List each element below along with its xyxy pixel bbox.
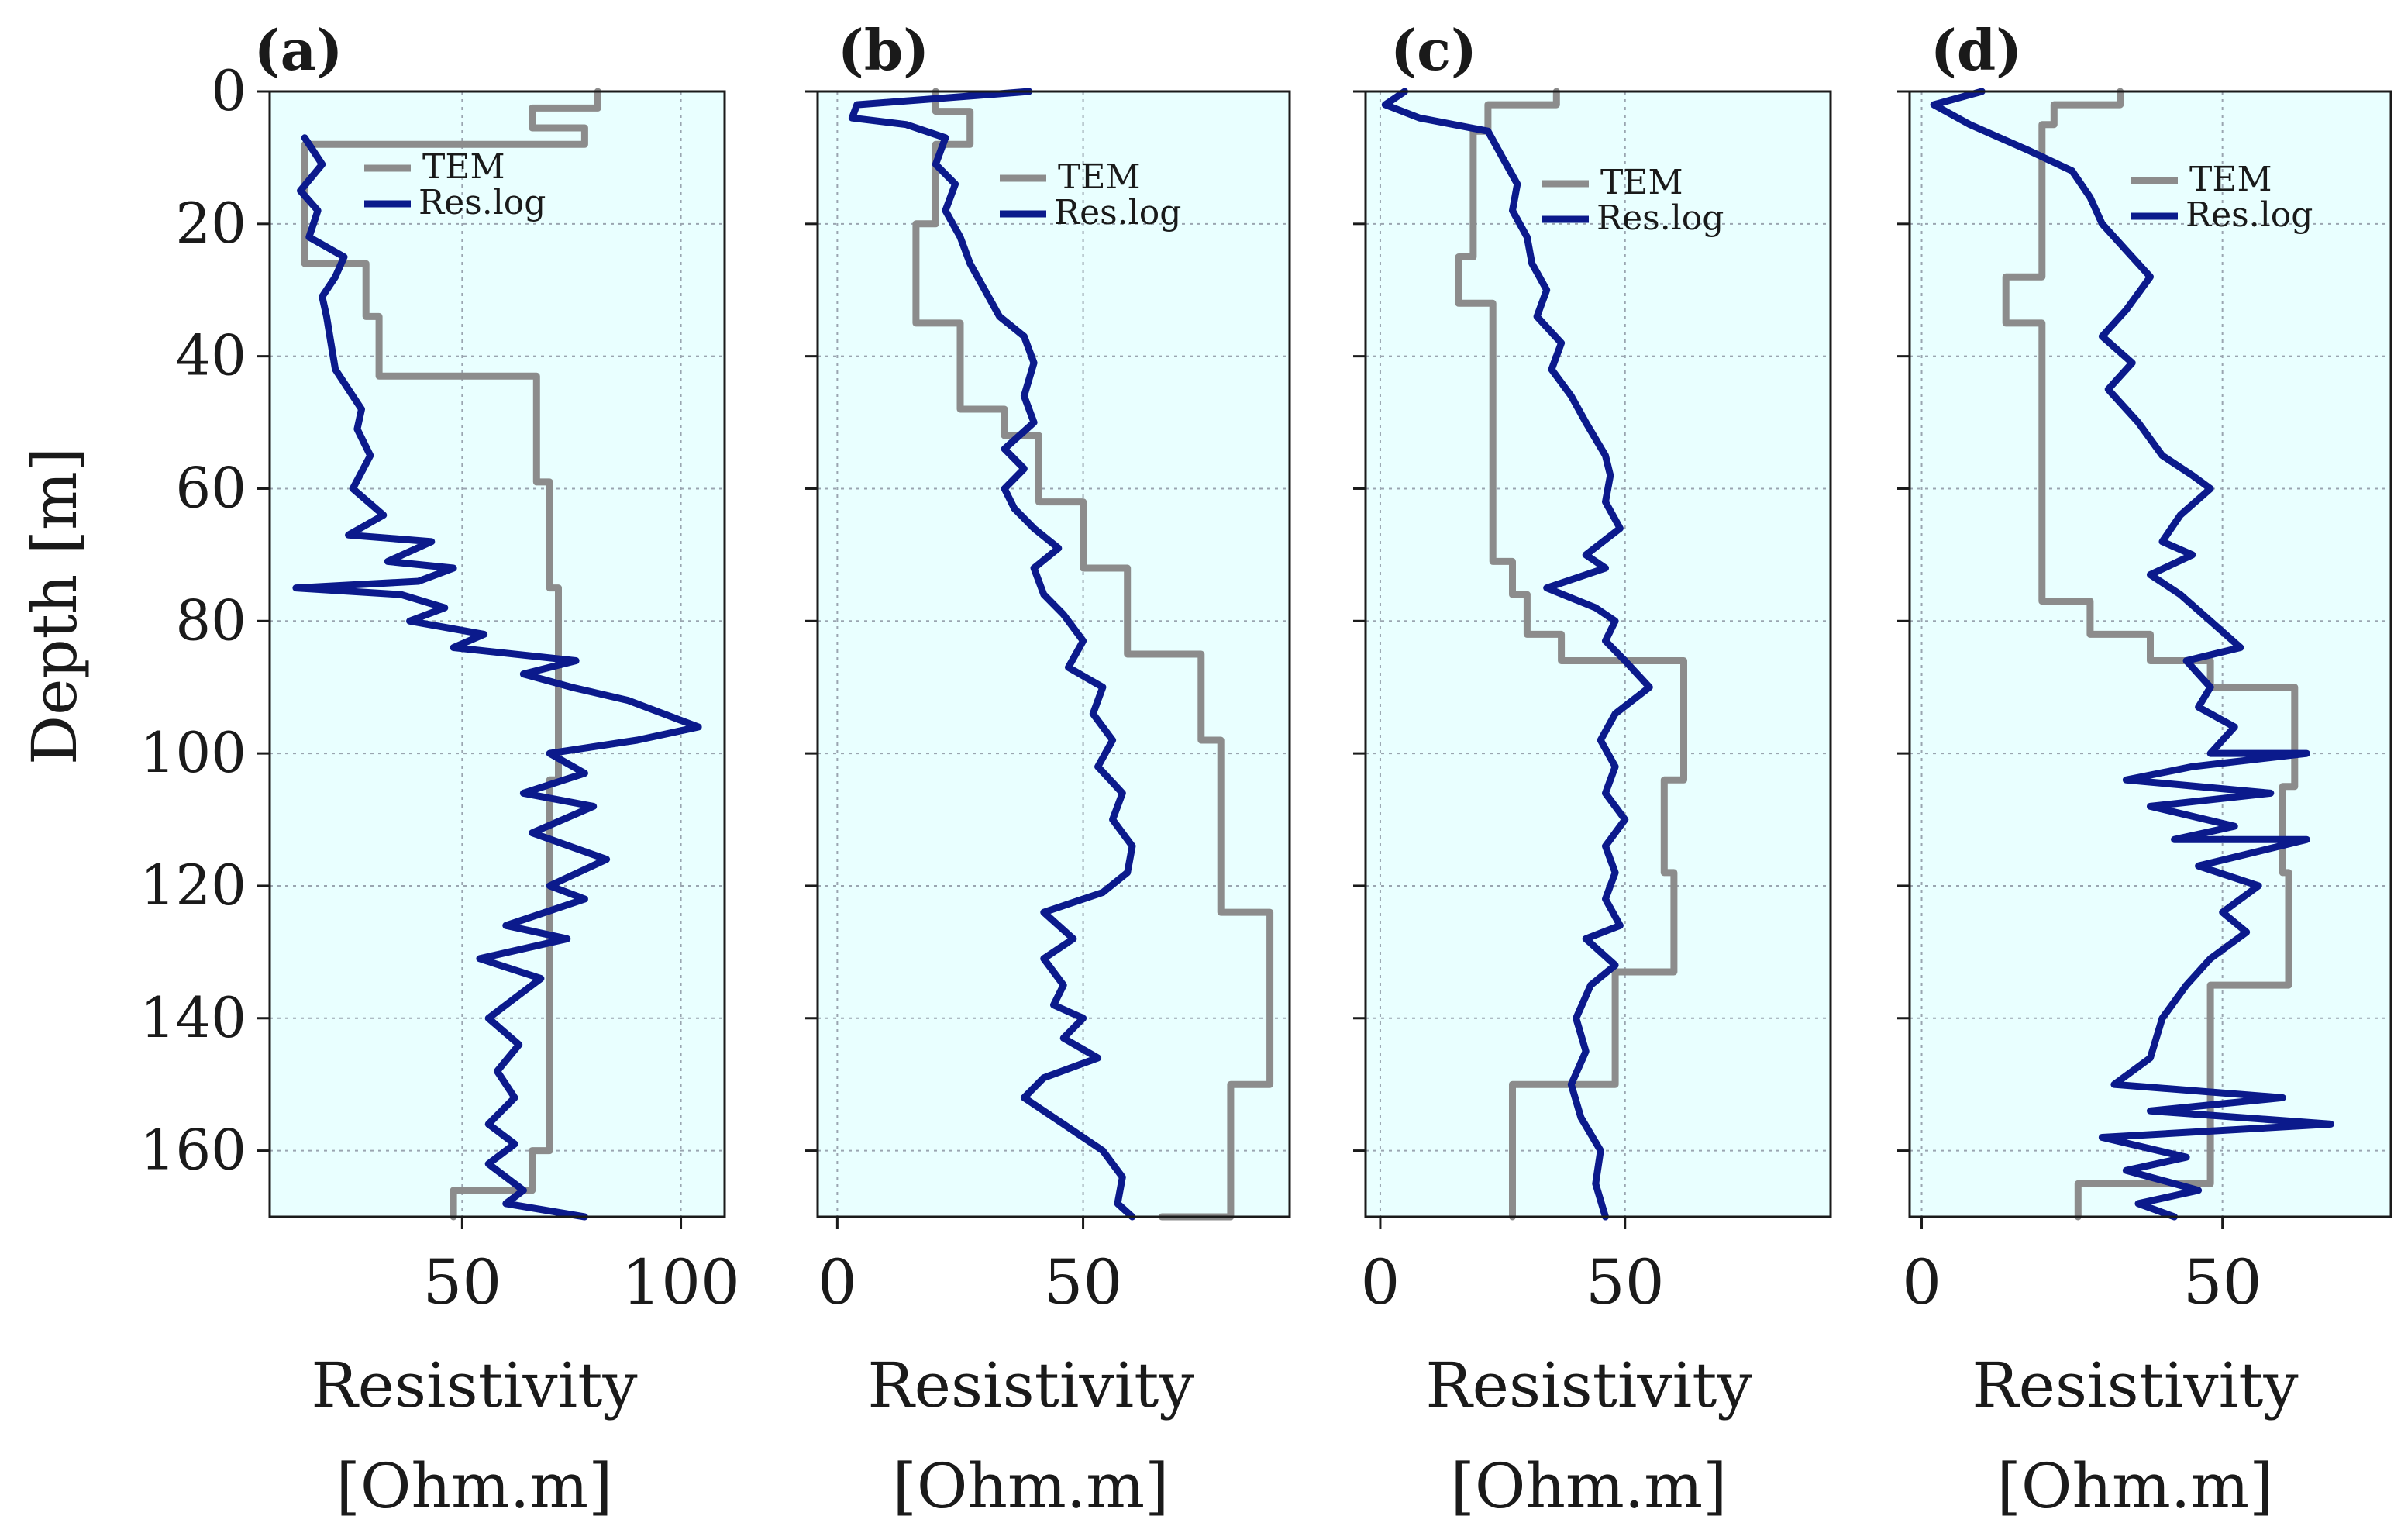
x-axis-label-line2: [Ohm.m] xyxy=(1997,1450,2274,1522)
reslog-series-line xyxy=(848,88,1136,1221)
y-tick-label: 20 xyxy=(175,191,246,256)
x-tick-label: 50 xyxy=(422,1246,501,1318)
y-tick-label: 0 xyxy=(211,58,246,123)
legend-label-reslog: Res.log xyxy=(419,183,546,222)
x-tick-label: 50 xyxy=(1044,1246,1123,1318)
y-tick-label: 80 xyxy=(175,587,246,653)
x-axis-label-line1: Resistivity xyxy=(867,1349,1194,1421)
y-tick-label: 120 xyxy=(140,853,246,918)
plot-background xyxy=(1366,91,1831,1217)
x-axis-label-line2: [Ohm.m] xyxy=(1451,1450,1728,1522)
legend-label-tem: TEM xyxy=(422,147,505,187)
plot-frame xyxy=(1908,90,2392,1218)
panel-label: (c) xyxy=(1390,17,1477,83)
y-tick-label: 60 xyxy=(175,455,246,520)
tem-series-line xyxy=(912,88,1274,1221)
reslog-series-line xyxy=(292,134,702,1221)
panel-label: (a) xyxy=(254,17,343,83)
x-tick-label: 50 xyxy=(1586,1246,1665,1318)
y-tick-label: 40 xyxy=(175,323,246,388)
legend-label-reslog: Res.log xyxy=(1597,198,1724,238)
y-tick-label: 140 xyxy=(140,985,246,1050)
y-tick-label: 160 xyxy=(140,1118,246,1183)
reslog-series-line xyxy=(1930,88,2334,1221)
legend-label-tem: TEM xyxy=(2189,160,2272,199)
x-tick-label: 100 xyxy=(622,1246,740,1318)
reslog-series-line xyxy=(1381,88,1653,1221)
x-tick-label: 0 xyxy=(1902,1246,1941,1318)
x-tick-label: 50 xyxy=(2183,1246,2262,1318)
x-axis-label-line2: [Ohm.m] xyxy=(336,1450,613,1522)
x-tick-label: 0 xyxy=(818,1246,857,1318)
plot-background xyxy=(818,91,1290,1217)
tem-series-line xyxy=(2002,88,2299,1221)
y-tick-label: 100 xyxy=(140,720,246,785)
x-axis-label-line1: Resistivity xyxy=(311,1349,637,1421)
panel-label: (d) xyxy=(1931,17,2022,83)
tem-series-line xyxy=(301,88,601,1221)
plot-frame xyxy=(1364,90,1832,1218)
x-tick-label: 0 xyxy=(1360,1246,1400,1318)
legend-label-tem: TEM xyxy=(1600,163,1683,202)
legend-label-reslog: Res.log xyxy=(1054,193,1181,233)
panel-label: (b) xyxy=(838,17,929,83)
x-axis-label-line1: Resistivity xyxy=(1972,1349,2298,1421)
x-axis-label-line2: [Ohm.m] xyxy=(893,1450,1169,1522)
y-axis-label: Depth [m] xyxy=(19,447,91,765)
plot-frame xyxy=(268,90,726,1218)
legend-label-reslog: Res.log xyxy=(2186,195,2313,235)
tem-series-line xyxy=(1455,88,1687,1221)
legend-label-tem: TEM xyxy=(1058,157,1141,197)
plot-frame xyxy=(816,90,1291,1218)
x-axis-label-line1: Resistivity xyxy=(1425,1349,1752,1421)
